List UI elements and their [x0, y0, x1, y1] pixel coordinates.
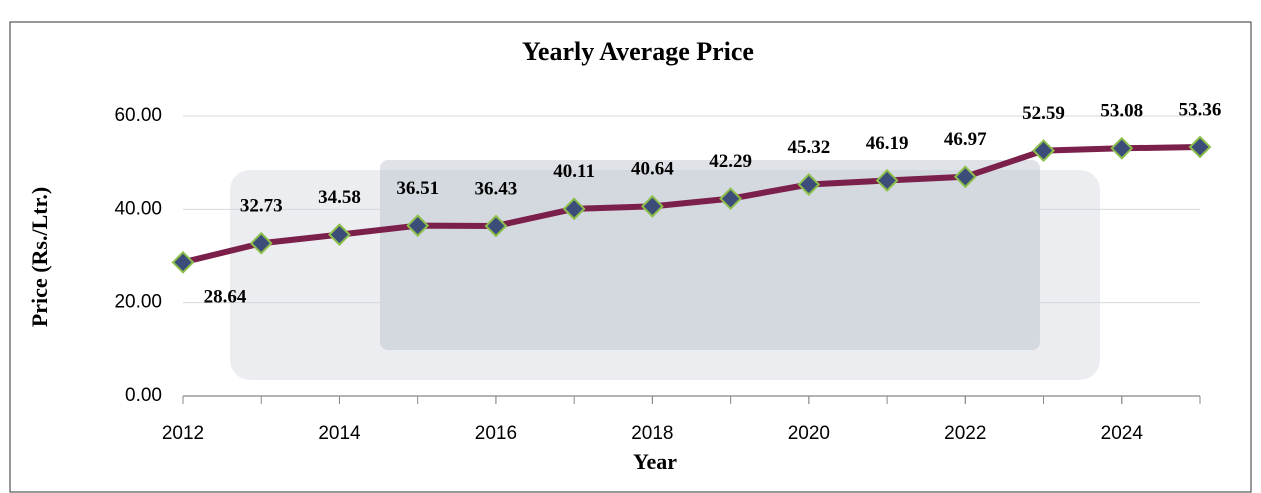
- data-label: 45.32: [787, 137, 830, 158]
- chart-title: Yearly Average Price: [522, 37, 754, 66]
- x-tick-label: 2016: [475, 423, 517, 444]
- data-label: 36.51: [396, 178, 439, 199]
- data-label: 52.59: [1022, 103, 1065, 124]
- data-label: 28.64: [204, 287, 247, 308]
- y-axis-label: Price (Rs./Ltr.): [27, 187, 52, 327]
- data-label: 40.64: [631, 159, 674, 180]
- x-tick-label: 2014: [318, 423, 361, 444]
- data-label: 53.08: [1100, 101, 1143, 122]
- data-label: 36.43: [475, 178, 518, 199]
- y-tick-label: 40.00: [114, 198, 162, 219]
- x-tick-label: 2024: [1101, 423, 1144, 444]
- data-label: 46.19: [866, 133, 909, 154]
- y-tick-label: 60.00: [114, 105, 162, 126]
- y-tick-label: 20.00: [114, 292, 162, 313]
- page: {"chart_data": {"type": "line", "title":…: [0, 0, 1261, 493]
- data-label: 42.29: [709, 151, 752, 172]
- x-axis-label: Year: [633, 449, 677, 474]
- data-label: 40.11: [553, 161, 595, 182]
- x-tick-label: 2020: [788, 423, 830, 444]
- y-tick-label: 0.00: [125, 385, 162, 406]
- chart: Yearly Average Price Year Price (Rs./Ltr…: [0, 0, 1261, 493]
- x-tick-label: 2012: [162, 423, 204, 444]
- data-label: 46.97: [944, 129, 987, 150]
- data-label: 53.36: [1179, 99, 1222, 120]
- x-tick-label: 2022: [944, 423, 986, 444]
- data-label: 32.73: [240, 196, 283, 217]
- x-tick-label: 2018: [631, 423, 673, 444]
- data-label: 34.58: [318, 187, 361, 208]
